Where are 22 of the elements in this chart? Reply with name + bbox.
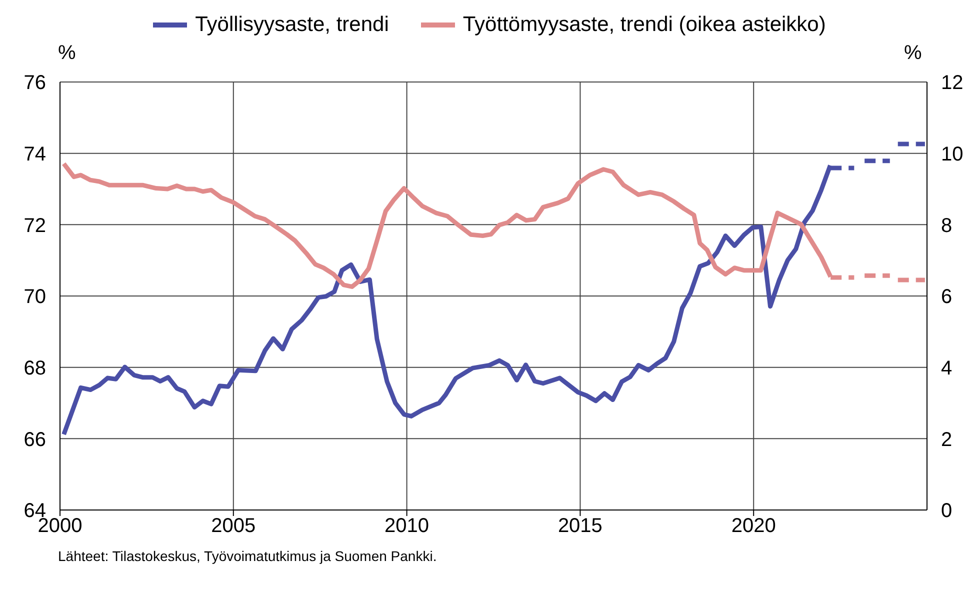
y2-tick-label: 10 (941, 143, 964, 166)
y-tick-label: 66 (24, 428, 46, 451)
y2-tick-label: 2 (941, 428, 952, 451)
legend-label: Työttömyysaste, trendi (oikea asteikko) (462, 13, 826, 37)
legend-label: Työllisyysaste, trendi (195, 13, 389, 37)
y-tick-label: 76 (24, 72, 46, 94)
y2-tick-label: 6 (941, 286, 952, 308)
x-tick-label: 2015 (558, 515, 602, 538)
x-tick-label: 2010 (384, 515, 430, 538)
y2-tick-label: 0 (941, 500, 952, 522)
y-tick-label: 70 (24, 286, 46, 308)
y2-axis-title: % (904, 42, 922, 65)
text: Lähteet: Tilastokeskus, Työvoimatutkimus ja Suomen Pankki. (58, 548, 438, 564)
y-tick-label: 72 (24, 214, 46, 237)
y-axis-title: % (58, 42, 76, 65)
y2-tick-label: 4 (941, 357, 952, 380)
y2-tick-label: 8 (941, 214, 952, 237)
y-tick-label: 68 (24, 357, 46, 380)
x-tick-label: 2005 (211, 515, 256, 538)
y2-tick-label: 12 (941, 72, 964, 94)
y-tick-label: 74 (24, 143, 46, 166)
x-tick-label: 2020 (731, 515, 776, 538)
